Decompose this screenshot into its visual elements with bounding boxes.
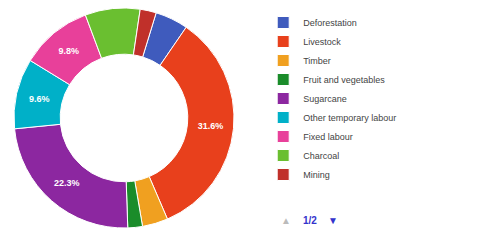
svg-text:Deforestation: Deforestation <box>303 18 357 28</box>
svg-text:Fixed labour: Fixed labour <box>303 132 353 142</box>
svg-text:1/2: 1/2 <box>303 215 317 226</box>
svg-text:Mining: Mining <box>303 170 330 180</box>
svg-text:Fruit and vegetables: Fruit and vegetables <box>303 75 385 85</box>
svg-text:Livestock: Livestock <box>303 37 341 47</box>
svg-text:31.6%: 31.6% <box>198 121 224 131</box>
svg-text:Sugarcane: Sugarcane <box>303 94 347 104</box>
svg-text:9.6%: 9.6% <box>29 94 50 104</box>
svg-text:9.8%: 9.8% <box>58 46 79 56</box>
svg-text:Timber: Timber <box>303 56 331 66</box>
svg-text:▼: ▼ <box>328 215 338 226</box>
svg-text:▲: ▲ <box>281 215 291 226</box>
svg-text:22.3%: 22.3% <box>54 178 80 188</box>
svg-text:Other temporary labour: Other temporary labour <box>303 113 396 123</box>
svg-text:Charcoal: Charcoal <box>303 151 339 161</box>
